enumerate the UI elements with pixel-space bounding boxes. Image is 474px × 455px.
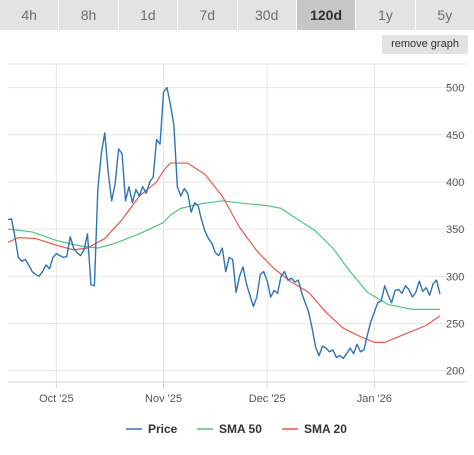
y-tick-label: 350 (446, 224, 464, 236)
x-tick-label: Dec '25 (249, 393, 286, 405)
series-line-sma-20 (7, 162, 441, 343)
x-tick-label: Oct '25 (39, 393, 74, 405)
legend-label-price[interactable]: Price (148, 422, 178, 436)
tab-7d[interactable]: 7d (178, 0, 238, 30)
chart-axes: 200 250 300 350 400 450 500 Oct '25 Nov '25 Dec '… (8, 83, 466, 405)
tab-120d[interactable]: 120d (296, 0, 357, 30)
series-line-sma-50 (7, 200, 440, 310)
tab-8h[interactable]: 8h (59, 0, 119, 30)
y-tick-label: 250 (446, 318, 464, 330)
tab-1y[interactable]: 1y (356, 0, 416, 30)
legend-label-sma-50[interactable]: SMA 50 (219, 422, 262, 436)
y-tick-label: 400 (446, 177, 464, 189)
y-tick-label: 200 (446, 366, 464, 378)
tab-1d[interactable]: 1d (118, 0, 179, 30)
y-tick-label: 500 (446, 83, 464, 95)
tab-5y[interactable]: 5y (415, 0, 474, 30)
chart-legend: Price SMA 50 SMA 20 (126, 422, 347, 436)
remove-graph-button[interactable]: remove graph (382, 35, 468, 54)
tab-30d[interactable]: 30d (237, 0, 297, 30)
chart-series (7, 86, 441, 360)
series-line-price (7, 86, 441, 360)
y-tick-label: 300 (446, 271, 464, 283)
x-tick-label: Jan '26 (357, 393, 392, 405)
legend-label-sma-20[interactable]: SMA 20 (304, 422, 347, 436)
y-tick-label: 450 (446, 130, 464, 142)
tab-4h[interactable]: 4h (0, 0, 60, 30)
x-tick-label: Nov '25 (145, 393, 182, 405)
range-tabs: 4h 8h 1d 7d 30d 120d 1y 5y (0, 0, 474, 30)
